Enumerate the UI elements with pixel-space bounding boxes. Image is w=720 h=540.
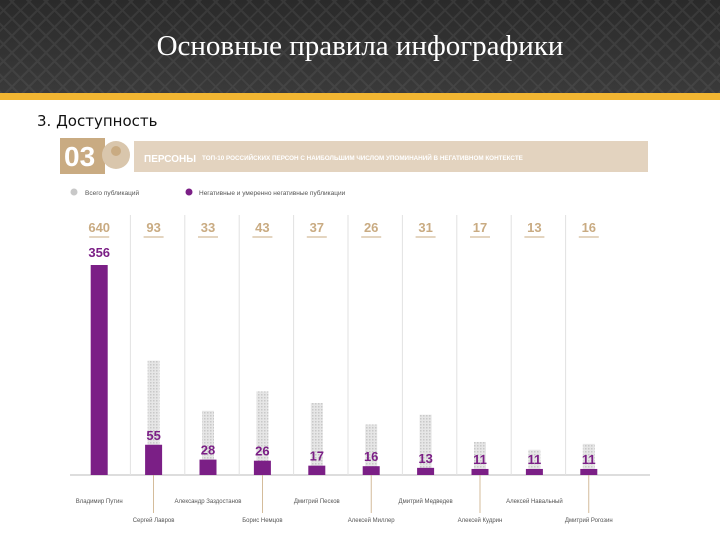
total-label: 640 (88, 220, 110, 235)
slide-title: Основные правила инфографики (156, 30, 564, 62)
negative-label: 17 (310, 449, 324, 464)
total-bar (310, 403, 323, 475)
category-label: Борис Немцов (242, 518, 282, 524)
negative-label: 55 (146, 428, 160, 443)
banner (134, 141, 648, 172)
negative-label: 16 (364, 449, 378, 464)
negative-label: 11 (528, 452, 542, 467)
category-label: Алексей Кудрин (458, 517, 503, 524)
slide-subtitle: 3. Доступность (37, 112, 158, 130)
total-bar (528, 449, 541, 475)
slide-header: Основные правила инфографики (0, 0, 720, 93)
negative-bar (253, 460, 271, 475)
total-bar (582, 443, 595, 475)
negative-bar (199, 459, 217, 475)
negative-label: 26 (255, 444, 269, 459)
category-label: Дмитрий Рогозин (565, 517, 613, 524)
total-bar (256, 391, 269, 475)
negative-label: 11 (473, 452, 487, 467)
total-label: 17 (473, 220, 487, 235)
person-icon-head (111, 146, 121, 156)
total-label: 26 (364, 220, 378, 235)
negative-bar (90, 265, 108, 475)
category-label: Дмитрий Медведев (399, 498, 453, 505)
number-block (60, 138, 105, 174)
total-bar (474, 441, 486, 475)
total-label: 31 (418, 220, 432, 235)
total-label: 93 (146, 220, 160, 235)
header-accent-bar (0, 93, 720, 100)
category-label: Дмитрий Песков (294, 498, 340, 505)
total-label: 13 (527, 220, 541, 235)
total-bar (365, 424, 378, 475)
legend-dot-negative (185, 188, 193, 196)
category-label: Алексей Миллер (348, 517, 396, 524)
header-pattern (0, 0, 720, 93)
section-number: 03 (64, 141, 95, 172)
category-label: Алексей Навальный (506, 498, 563, 505)
negative-bar (362, 466, 380, 475)
legend-total: Всего публикаций (85, 189, 140, 197)
negative-bar (471, 468, 489, 475)
negative-bar (525, 468, 543, 475)
legend-negative: Негативные и умеренно негативные публика… (199, 189, 346, 197)
banner-text: ТОП-10 РОССИЙСКИХ ПЕРСОН С НАИБОЛЬШИМ ЧИ… (202, 153, 523, 162)
negative-label: 11 (582, 452, 596, 467)
negative-bar (417, 467, 435, 475)
infographic: 03 ПЕРСОНЫ ТОП-10 РОССИЙСКИХ ПЕРСОН С НА… (60, 133, 658, 533)
negative-label: 28 (201, 443, 215, 458)
negative-label: 356 (88, 245, 110, 260)
category-label: Александр Заздостанов (175, 499, 242, 505)
category-label: Владимир Путин (76, 499, 123, 505)
negative-bar (145, 444, 163, 475)
category-label: Сергей Лавров (133, 517, 175, 524)
infographic-chart: 03 ПЕРСОНЫ ТОП-10 РОССИЙСКИХ ПЕРСОН С НА… (60, 138, 650, 524)
negative-bar (308, 465, 326, 475)
negative-label: 13 (418, 451, 432, 466)
legend-dot-total (70, 188, 78, 196)
plot-area: 640 356 Владимир Путин 93 55 Сергей Лавров 33 2… (70, 215, 650, 524)
total-bar (419, 414, 432, 475)
total-label: 16 (582, 220, 596, 235)
total-label: 43 (255, 220, 269, 235)
total-bar (202, 410, 214, 475)
total-label: 37 (310, 220, 324, 235)
section-tag: ПЕРСОНЫ (144, 154, 196, 165)
negative-bar (580, 468, 598, 475)
total-label: 33 (201, 220, 215, 235)
